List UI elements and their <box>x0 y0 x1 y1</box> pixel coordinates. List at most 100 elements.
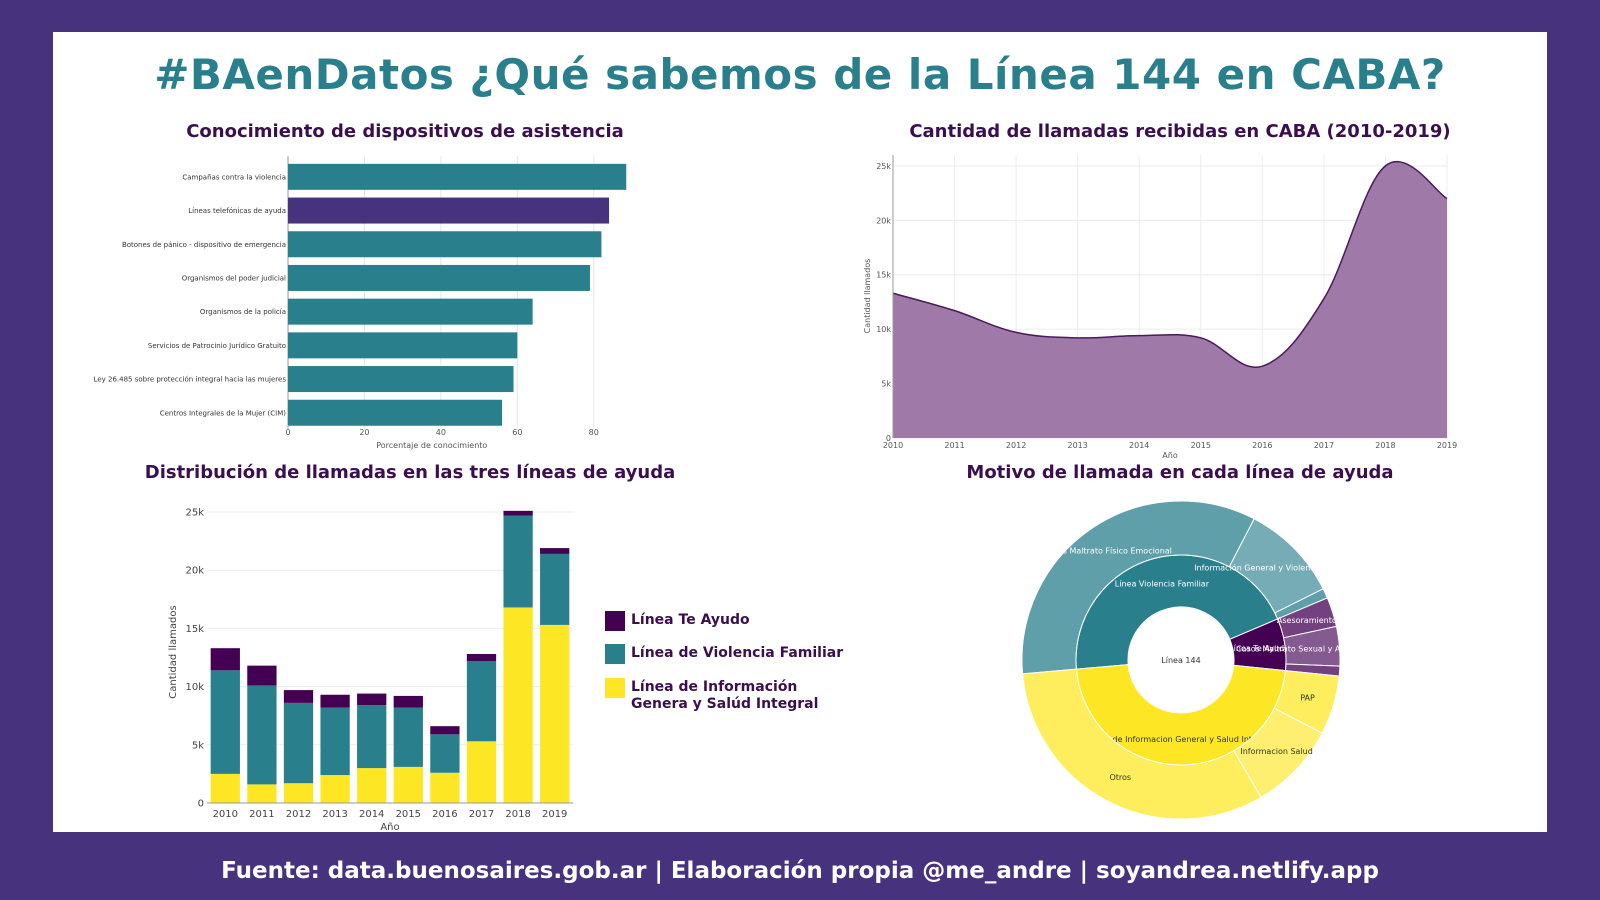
sunburst-outer-label: Otros <box>1109 773 1131 782</box>
legend-swatch <box>605 644 625 664</box>
x-tick-label: 2016 <box>432 809 457 820</box>
y-tick-label: 20k <box>185 566 204 577</box>
bar-segment <box>283 702 314 784</box>
bar <box>288 298 533 325</box>
x-tick-label: 0 <box>285 428 290 437</box>
sunburst-outer-label: Informacion Salud <box>1240 747 1312 756</box>
x-tick-label: 2013 <box>322 809 347 820</box>
sunburst-outer-label: PAP <box>1300 694 1315 703</box>
bar <box>288 231 602 258</box>
bar-segment <box>210 670 240 774</box>
x-tick-label: 2016 <box>1252 441 1272 450</box>
x-tick-label: 2019 <box>542 809 567 820</box>
x-axis-label: Año <box>380 822 399 833</box>
bar-segment <box>503 515 533 608</box>
bar-segment <box>247 784 277 803</box>
y-tick-label: 10k <box>876 325 891 334</box>
sunburst-inner-label: Línea Te Ayudo <box>1229 644 1289 653</box>
bar-segment <box>283 690 314 703</box>
y-axis-label: Cantidad llamados <box>863 259 872 334</box>
bar-segment <box>357 693 387 706</box>
sunburst-outer-segment <box>1021 500 1255 675</box>
sunburst-outer-label: Asesoramiento <box>1277 616 1337 625</box>
area-chart-calls: 2010 2011 2012 2013 2014 2015 2016 2017 2018 2019… <box>863 155 1457 460</box>
bar-chart-awareness: 0 20 40 60 80 Campañas contra la violencia Lín… <box>94 156 627 450</box>
bar-segment <box>466 660 497 742</box>
category-label: Líneas telefónicas de ayuda <box>188 207 286 215</box>
bar-segment <box>210 648 240 671</box>
x-tick-label: 2011 <box>249 809 274 820</box>
x-axis-label: Año <box>1162 451 1178 460</box>
legend-swatch <box>605 678 625 698</box>
x-tick-label: 2015 <box>1191 441 1211 450</box>
category-label: Organismos del poder judicial <box>182 274 286 282</box>
y-tick-label: 10k <box>185 682 204 693</box>
x-tick-label: 2017 <box>469 809 494 820</box>
x-tick-label: 2013 <box>1067 441 1087 450</box>
bar-segment <box>320 707 350 776</box>
bar-segment <box>540 548 570 554</box>
bar <box>288 399 503 426</box>
sunburst-root-label: Línea 144 <box>1161 656 1200 665</box>
x-tick-label: 2014 <box>359 809 384 820</box>
x-axis-label: Porcentaje de conocimiento <box>376 441 487 450</box>
bar-segment <box>393 707 423 767</box>
x-tick-label: 60 <box>512 428 522 437</box>
x-tick-label: 2019 <box>1437 441 1457 450</box>
y-tick-label: 25k <box>185 508 204 519</box>
legend-label: Línea de Información Genera y Salúd Inte… <box>631 679 819 712</box>
area-line <box>892 161 1448 368</box>
legend-label: Línea Te Ayudo <box>631 612 750 628</box>
sunburst-outer-label: Casos Maltrato Sexual y Abuso Sexual <box>1236 644 1389 653</box>
bar-segment <box>357 768 387 803</box>
x-tick-label: 2017 <box>1314 441 1334 450</box>
sunburst-outer-label: Información General y Violencia Familiar <box>1194 562 1356 572</box>
x-tick-label: 2012 <box>286 809 311 820</box>
legend-label: Línea de Violencia Familiar <box>631 645 844 661</box>
area-fill <box>893 161 1447 438</box>
y-tick-label: 0 <box>886 434 891 443</box>
y-tick-label: 20k <box>876 216 891 225</box>
x-tick-label: 2010 <box>213 809 238 820</box>
category-label: Ley 26.485 sobre protección integral hac… <box>94 376 287 384</box>
legend-swatch <box>605 611 625 631</box>
category-label: Organismos de la policía <box>200 308 286 316</box>
bar-segment <box>430 734 460 773</box>
bar <box>288 366 514 393</box>
y-axis-label: Cantidad llamados <box>168 605 179 698</box>
bar-segment <box>430 726 460 735</box>
bar-segment <box>393 766 423 803</box>
bar-segment <box>247 665 277 686</box>
footer-source: Fuente: data.buenosaires.gob.ar | Elabor… <box>221 858 1379 884</box>
x-tick-label: 2014 <box>1129 441 1149 450</box>
stacked-bar-chart-lines: 0 5k 10k 15k 20k 25k 2010 2011 2012 2013 2014 2015 2… <box>168 508 573 833</box>
bar-segment <box>466 654 497 661</box>
sunburst-inner-label: Línea Violencia Familiar <box>1115 579 1210 588</box>
category-label: Botones de pánico - dispositivo de emerg… <box>122 241 286 249</box>
bar-segment <box>466 741 497 803</box>
x-tick-label: 2012 <box>1006 441 1026 450</box>
bar-segment <box>430 772 460 803</box>
bar-segment <box>540 624 570 803</box>
x-tick-label: 2018 <box>1375 441 1395 450</box>
bar-segment <box>393 695 423 708</box>
bar-segment <box>320 694 350 708</box>
y-tick-label: 25k <box>876 162 891 171</box>
sunburst-outer-segment <box>1022 668 1262 820</box>
x-tick-label: 2018 <box>505 809 530 820</box>
x-tick-label: 40 <box>436 428 446 437</box>
chart3-title: Distribución de llamadas en las tres lín… <box>144 462 676 483</box>
x-tick-label: 2011 <box>944 441 964 450</box>
x-tick-label: 80 <box>589 428 599 437</box>
category-label: Centros Integrales de la Mujer (CIM) <box>160 409 287 417</box>
bar <box>288 264 590 291</box>
x-tick-label: 2015 <box>396 809 421 820</box>
bar-segment <box>247 685 277 785</box>
category-label: Servicios de Patrocinio Jurídico Gratuit… <box>148 342 286 350</box>
y-tick-label: 15k <box>876 271 891 280</box>
y-tick-label: 0 <box>198 799 204 810</box>
bar <box>288 332 518 359</box>
sunburst-outer-label: Casos Maltrato Físico Emocional <box>1043 546 1172 555</box>
bar <box>288 163 627 190</box>
